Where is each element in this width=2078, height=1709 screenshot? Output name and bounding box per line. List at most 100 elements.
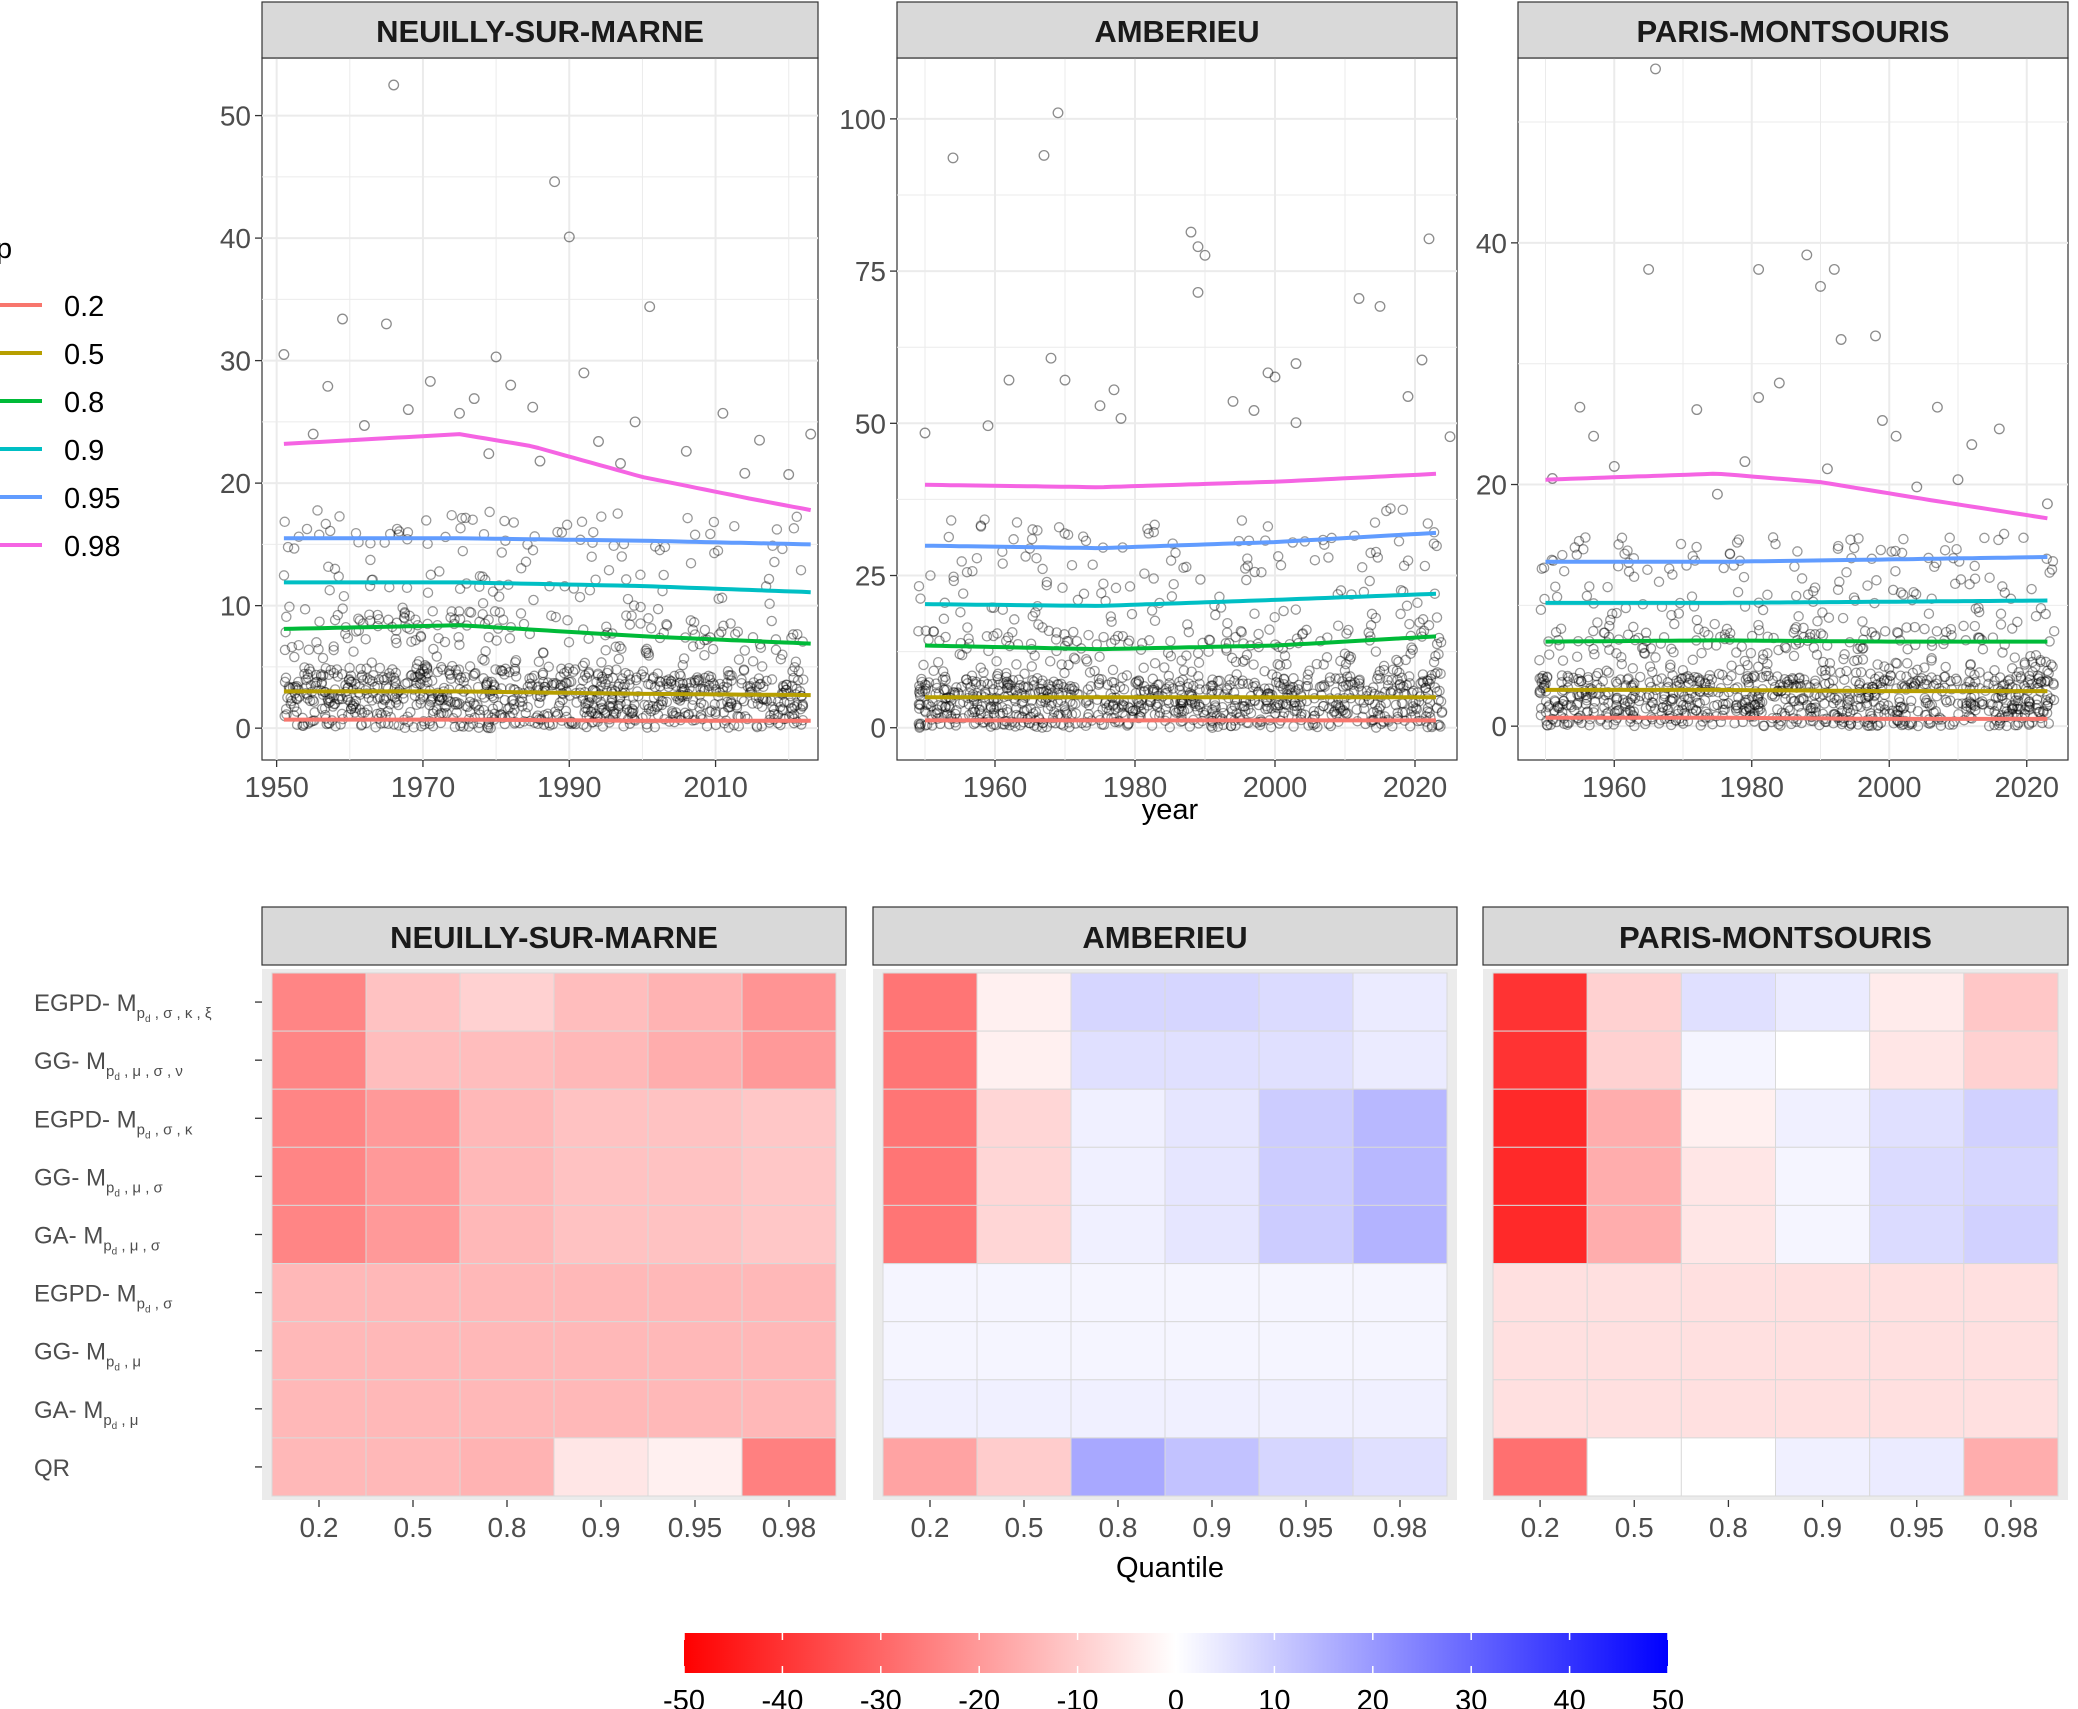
- data-point: [1231, 669, 1242, 680]
- data-point: [378, 674, 390, 686]
- data-point: [444, 669, 456, 681]
- data-point: [1037, 563, 1048, 575]
- heatmap-cell: [647, 1204, 743, 1265]
- data-point: [1335, 585, 1347, 596]
- data-point: [1419, 560, 1431, 572]
- data-point: [345, 670, 357, 681]
- extreme-data-point: [615, 458, 626, 469]
- x-tick-label: 0.98: [1373, 1512, 1428, 1543]
- heatmap-cell: [1352, 1146, 1448, 1206]
- x-tick-label: 1980: [1719, 772, 1784, 804]
- data-point: [1210, 609, 1221, 621]
- data-point: [656, 699, 668, 711]
- legend-label: 0.95: [64, 483, 120, 515]
- data-point: [1252, 717, 1263, 728]
- x-tick-label: 0.98: [1984, 1512, 2039, 1543]
- model-label: GA- Mpd , μ , σ: [34, 1223, 161, 1258]
- data-point: [738, 695, 750, 707]
- data-point: [603, 700, 615, 712]
- data-point: [418, 666, 430, 677]
- data-point: [976, 689, 987, 701]
- data-point: [302, 668, 314, 680]
- data-point: [1133, 701, 1144, 712]
- data-point: [1241, 649, 1253, 661]
- data-point: [451, 707, 462, 718]
- data-point: [533, 685, 544, 696]
- data-point: [914, 680, 925, 692]
- data-point: [544, 581, 555, 592]
- data-point: [564, 676, 575, 688]
- data-point: [1236, 626, 1247, 638]
- data-point: [1094, 651, 1105, 662]
- heatmap-cell: [553, 1030, 649, 1090]
- data-point: [1397, 504, 1409, 516]
- data-point: [1403, 671, 1415, 682]
- data-point: [941, 684, 953, 696]
- heatmap-cell: [1352, 1030, 1448, 1090]
- data-point: [462, 701, 473, 713]
- data-point: [433, 632, 444, 644]
- heatmap-cell: [1352, 972, 1448, 1032]
- data-point: [577, 660, 589, 672]
- data-point: [928, 626, 940, 637]
- data-point: [548, 677, 559, 689]
- x-tick-label: 0.2: [1521, 1512, 1560, 1543]
- data-point: [399, 607, 410, 618]
- extreme-data-point: [1353, 293, 1365, 304]
- data-point: [439, 636, 451, 648]
- data-point: [437, 664, 448, 675]
- data-point: [1673, 704, 1684, 716]
- heatmap-cell: [1963, 1437, 2059, 1497]
- data-point: [308, 696, 320, 707]
- data-point: [416, 674, 427, 685]
- data-point: [1274, 660, 1286, 671]
- data-point: [661, 696, 673, 708]
- data-point: [417, 663, 429, 675]
- data-point: [961, 643, 972, 654]
- data-point: [975, 521, 987, 532]
- data-point: [428, 705, 439, 717]
- data-point: [1243, 703, 1254, 715]
- data-point: [1293, 684, 1304, 695]
- data-point: [1398, 681, 1409, 692]
- data-point: [716, 698, 727, 709]
- data-point: [981, 631, 993, 642]
- data-point: [992, 673, 1004, 685]
- data-point: [368, 670, 379, 681]
- data-point: [1264, 624, 1275, 635]
- data-point: [1381, 505, 1392, 517]
- extreme-data-point: [454, 407, 465, 419]
- data-point: [1218, 707, 1229, 719]
- data-point: [1093, 679, 1104, 690]
- data-point: [913, 580, 925, 592]
- data-point: [1883, 663, 1895, 674]
- data-point: [1317, 700, 1329, 712]
- data-point: [1058, 681, 1069, 693]
- data-point: [1029, 650, 1040, 661]
- data-point: [457, 545, 469, 557]
- data-point: [537, 647, 549, 658]
- data-point: [1999, 703, 2011, 714]
- data-point: [1823, 612, 1835, 623]
- data-point: [596, 699, 607, 710]
- data-point: [537, 667, 549, 679]
- model-subscript-p: p: [103, 1412, 111, 1429]
- data-point: [1195, 574, 1206, 585]
- data-point: [778, 682, 789, 693]
- data-point: [1428, 538, 1440, 549]
- data-point: [493, 591, 505, 602]
- heatmap-cell: [1352, 1204, 1448, 1265]
- data-point: [1944, 532, 1955, 544]
- colorbar-tick-label: 0: [1168, 1685, 1184, 1709]
- data-point: [1200, 684, 1212, 695]
- data-point: [745, 681, 756, 692]
- data-point: [1281, 658, 1292, 670]
- extreme-data-point: [388, 79, 400, 91]
- data-point: [361, 663, 372, 674]
- extreme-data-point: [307, 428, 319, 440]
- data-point: [1422, 518, 1434, 529]
- data-point: [695, 697, 707, 709]
- data-point: [932, 707, 943, 718]
- data-point: [943, 700, 955, 712]
